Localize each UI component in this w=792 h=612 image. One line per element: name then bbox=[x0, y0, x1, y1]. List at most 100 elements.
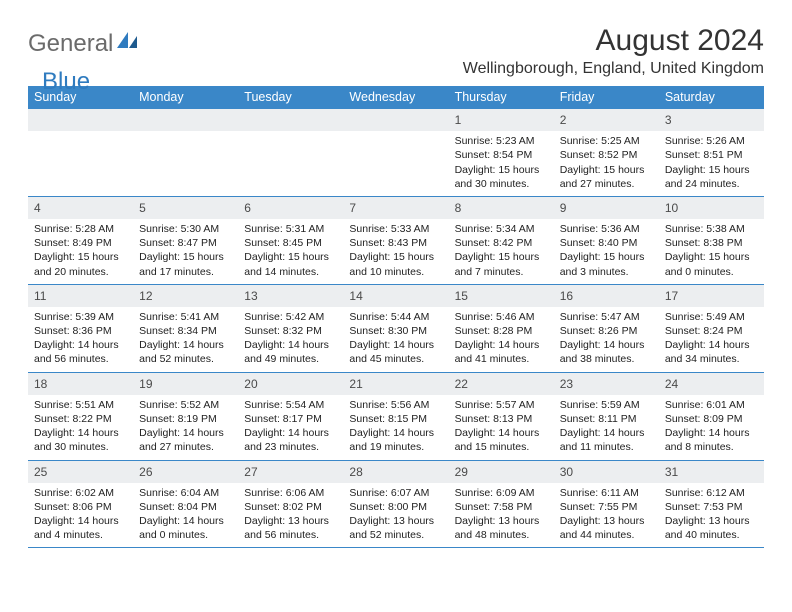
daylight-line: Daylight: 15 hours and 7 minutes. bbox=[455, 250, 548, 278]
day-number: 29 bbox=[449, 461, 554, 483]
day-body: Sunrise: 6:11 AMSunset: 7:55 PMDaylight:… bbox=[554, 483, 659, 548]
day-body: Sunrise: 5:41 AMSunset: 8:34 PMDaylight:… bbox=[133, 307, 238, 372]
sunrise-line: Sunrise: 6:01 AM bbox=[665, 398, 758, 412]
day-number bbox=[28, 109, 133, 131]
day-cell: 10Sunrise: 5:38 AMSunset: 8:38 PMDayligh… bbox=[659, 197, 764, 284]
day-body bbox=[343, 131, 448, 183]
day-body: Sunrise: 6:01 AMSunset: 8:09 PMDaylight:… bbox=[659, 395, 764, 460]
day-body: Sunrise: 5:30 AMSunset: 8:47 PMDaylight:… bbox=[133, 219, 238, 284]
sunset-line: Sunset: 8:02 PM bbox=[244, 500, 337, 514]
day-cell: 26Sunrise: 6:04 AMSunset: 8:04 PMDayligh… bbox=[133, 461, 238, 548]
day-number: 11 bbox=[28, 285, 133, 307]
day-cell: 20Sunrise: 5:54 AMSunset: 8:17 PMDayligh… bbox=[238, 373, 343, 460]
day-cell: 5Sunrise: 5:30 AMSunset: 8:47 PMDaylight… bbox=[133, 197, 238, 284]
sunset-line: Sunset: 8:09 PM bbox=[665, 412, 758, 426]
sunset-line: Sunset: 8:40 PM bbox=[560, 236, 653, 250]
daylight-line: Daylight: 14 hours and 27 minutes. bbox=[139, 426, 232, 454]
sunrise-line: Sunrise: 6:02 AM bbox=[34, 486, 127, 500]
daylight-line: Daylight: 14 hours and 23 minutes. bbox=[244, 426, 337, 454]
day-number: 6 bbox=[238, 197, 343, 219]
day-body: Sunrise: 6:02 AMSunset: 8:06 PMDaylight:… bbox=[28, 483, 133, 548]
day-number bbox=[343, 109, 448, 131]
day-body: Sunrise: 5:42 AMSunset: 8:32 PMDaylight:… bbox=[238, 307, 343, 372]
daylight-line: Daylight: 15 hours and 3 minutes. bbox=[560, 250, 653, 278]
daylight-line: Daylight: 15 hours and 20 minutes. bbox=[34, 250, 127, 278]
weekday-header: Friday bbox=[554, 86, 659, 109]
sunrise-line: Sunrise: 5:36 AM bbox=[560, 222, 653, 236]
sunrise-line: Sunrise: 5:34 AM bbox=[455, 222, 548, 236]
weekday-header: Wednesday bbox=[343, 86, 448, 109]
day-body: Sunrise: 5:56 AMSunset: 8:15 PMDaylight:… bbox=[343, 395, 448, 460]
day-body: Sunrise: 6:04 AMSunset: 8:04 PMDaylight:… bbox=[133, 483, 238, 548]
day-number: 21 bbox=[343, 373, 448, 395]
day-cell: 29Sunrise: 6:09 AMSunset: 7:58 PMDayligh… bbox=[449, 461, 554, 548]
sunrise-line: Sunrise: 5:23 AM bbox=[455, 134, 548, 148]
day-number: 1 bbox=[449, 109, 554, 131]
day-cell: 21Sunrise: 5:56 AMSunset: 8:15 PMDayligh… bbox=[343, 373, 448, 460]
sunset-line: Sunset: 8:38 PM bbox=[665, 236, 758, 250]
day-number: 10 bbox=[659, 197, 764, 219]
day-number: 14 bbox=[343, 285, 448, 307]
sunset-line: Sunset: 8:45 PM bbox=[244, 236, 337, 250]
sunrise-line: Sunrise: 5:59 AM bbox=[560, 398, 653, 412]
sunrise-line: Sunrise: 6:09 AM bbox=[455, 486, 548, 500]
day-cell: 19Sunrise: 5:52 AMSunset: 8:19 PMDayligh… bbox=[133, 373, 238, 460]
day-cell: 14Sunrise: 5:44 AMSunset: 8:30 PMDayligh… bbox=[343, 285, 448, 372]
day-number: 9 bbox=[554, 197, 659, 219]
day-body: Sunrise: 5:49 AMSunset: 8:24 PMDaylight:… bbox=[659, 307, 764, 372]
day-cell: 15Sunrise: 5:46 AMSunset: 8:28 PMDayligh… bbox=[449, 285, 554, 372]
day-body: Sunrise: 5:36 AMSunset: 8:40 PMDaylight:… bbox=[554, 219, 659, 284]
week-row: 1Sunrise: 5:23 AMSunset: 8:54 PMDaylight… bbox=[28, 109, 764, 197]
day-number: 7 bbox=[343, 197, 448, 219]
day-body bbox=[28, 131, 133, 183]
week-row: 4Sunrise: 5:28 AMSunset: 8:49 PMDaylight… bbox=[28, 197, 764, 285]
sunset-line: Sunset: 8:34 PM bbox=[139, 324, 232, 338]
daylight-line: Daylight: 15 hours and 30 minutes. bbox=[455, 163, 548, 191]
sunrise-line: Sunrise: 6:04 AM bbox=[139, 486, 232, 500]
daylight-line: Daylight: 14 hours and 41 minutes. bbox=[455, 338, 548, 366]
day-body bbox=[133, 131, 238, 183]
daylight-line: Daylight: 15 hours and 17 minutes. bbox=[139, 250, 232, 278]
sunset-line: Sunset: 8:36 PM bbox=[34, 324, 127, 338]
calendar-grid: SundayMondayTuesdayWednesdayThursdayFrid… bbox=[28, 86, 764, 548]
day-body: Sunrise: 5:26 AMSunset: 8:51 PMDaylight:… bbox=[659, 131, 764, 196]
day-cell: 4Sunrise: 5:28 AMSunset: 8:49 PMDaylight… bbox=[28, 197, 133, 284]
day-body: Sunrise: 5:23 AMSunset: 8:54 PMDaylight:… bbox=[449, 131, 554, 196]
day-cell: 13Sunrise: 5:42 AMSunset: 8:32 PMDayligh… bbox=[238, 285, 343, 372]
day-body: Sunrise: 5:33 AMSunset: 8:43 PMDaylight:… bbox=[343, 219, 448, 284]
daylight-line: Daylight: 14 hours and 4 minutes. bbox=[34, 514, 127, 542]
sunrise-line: Sunrise: 6:11 AM bbox=[560, 486, 653, 500]
daylight-line: Daylight: 14 hours and 19 minutes. bbox=[349, 426, 442, 454]
daylight-line: Daylight: 14 hours and 49 minutes. bbox=[244, 338, 337, 366]
day-body: Sunrise: 5:39 AMSunset: 8:36 PMDaylight:… bbox=[28, 307, 133, 372]
day-cell: 7Sunrise: 5:33 AMSunset: 8:43 PMDaylight… bbox=[343, 197, 448, 284]
day-body: Sunrise: 5:25 AMSunset: 8:52 PMDaylight:… bbox=[554, 131, 659, 196]
sunset-line: Sunset: 7:55 PM bbox=[560, 500, 653, 514]
day-number: 3 bbox=[659, 109, 764, 131]
daylight-line: Daylight: 13 hours and 44 minutes. bbox=[560, 514, 653, 542]
day-cell: 16Sunrise: 5:47 AMSunset: 8:26 PMDayligh… bbox=[554, 285, 659, 372]
day-number: 16 bbox=[554, 285, 659, 307]
daylight-line: Daylight: 15 hours and 27 minutes. bbox=[560, 163, 653, 191]
sunrise-line: Sunrise: 5:44 AM bbox=[349, 310, 442, 324]
sunset-line: Sunset: 8:19 PM bbox=[139, 412, 232, 426]
day-cell: 3Sunrise: 5:26 AMSunset: 8:51 PMDaylight… bbox=[659, 109, 764, 196]
sunset-line: Sunset: 8:06 PM bbox=[34, 500, 127, 514]
day-number: 17 bbox=[659, 285, 764, 307]
daylight-line: Daylight: 15 hours and 0 minutes. bbox=[665, 250, 758, 278]
sunrise-line: Sunrise: 5:42 AM bbox=[244, 310, 337, 324]
day-cell: 27Sunrise: 6:06 AMSunset: 8:02 PMDayligh… bbox=[238, 461, 343, 548]
day-number: 31 bbox=[659, 461, 764, 483]
sunrise-line: Sunrise: 5:25 AM bbox=[560, 134, 653, 148]
day-cell: 23Sunrise: 5:59 AMSunset: 8:11 PMDayligh… bbox=[554, 373, 659, 460]
daylight-line: Daylight: 13 hours and 52 minutes. bbox=[349, 514, 442, 542]
day-body: Sunrise: 5:52 AMSunset: 8:19 PMDaylight:… bbox=[133, 395, 238, 460]
week-row: 25Sunrise: 6:02 AMSunset: 8:06 PMDayligh… bbox=[28, 461, 764, 549]
day-number: 15 bbox=[449, 285, 554, 307]
sunset-line: Sunset: 8:24 PM bbox=[665, 324, 758, 338]
sunset-line: Sunset: 8:28 PM bbox=[455, 324, 548, 338]
day-number: 18 bbox=[28, 373, 133, 395]
weekday-header: Tuesday bbox=[238, 86, 343, 109]
weekday-header: Saturday bbox=[659, 86, 764, 109]
sunset-line: Sunset: 8:17 PM bbox=[244, 412, 337, 426]
